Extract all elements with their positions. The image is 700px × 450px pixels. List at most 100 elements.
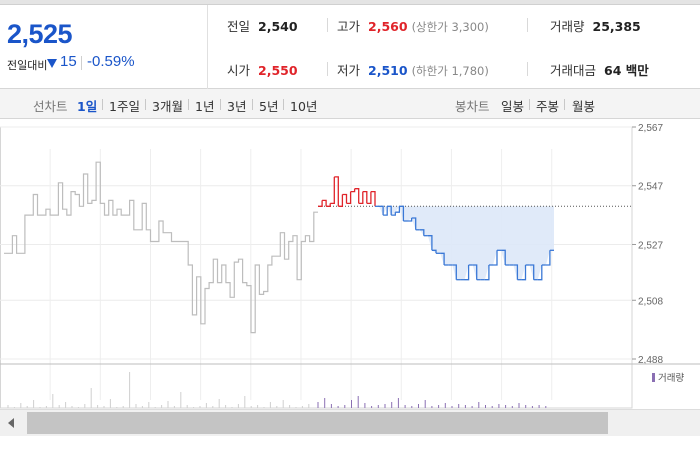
stat-open: 시가 2,550	[227, 60, 298, 79]
period-tab-10y[interactable]: 10년	[290, 99, 318, 114]
stat-value: 2,510	[368, 63, 408, 78]
today-line-segment	[529, 264, 535, 280]
change-value: 15	[60, 53, 77, 70]
scroll-left-arrow-icon[interactable]	[8, 418, 14, 428]
line-chart-label: 선차트	[33, 99, 68, 114]
today-line-segment	[322, 199, 327, 207]
today-line-segment	[419, 229, 425, 236]
stat-label: 시가	[227, 63, 251, 78]
today-line-segment	[362, 190, 368, 204]
period-tab-5y[interactable]: 5년	[259, 99, 279, 114]
candle-tab-weekly[interactable]: 주봉	[536, 99, 560, 114]
today-line-segment	[338, 194, 344, 207]
price-summary: 2,525 전일대비 15 -0.59% 전일 2,540 고가 2,560 (상한가…	[0, 5, 700, 89]
today-line-segment	[464, 265, 470, 281]
period-tab-1d[interactable]: 1일	[77, 99, 98, 114]
divider	[145, 99, 146, 110]
today-line-segment	[366, 191, 372, 205]
today-line-segment	[346, 191, 352, 205]
today-line-segment	[411, 217, 417, 230]
volume-legend-swatch	[652, 373, 655, 382]
today-line-segment	[395, 206, 401, 213]
period-tab-1y[interactable]: 1년	[195, 99, 215, 114]
today-line-segment	[334, 176, 339, 207]
today-line-segment	[370, 190, 376, 207]
stat-label: 거래량	[550, 19, 585, 34]
chart-scrollbar[interactable]	[0, 409, 700, 436]
today-line-segment	[318, 200, 323, 207]
period-tab-3y[interactable]: 3년	[227, 99, 247, 114]
stat-value: 2,540	[258, 19, 298, 34]
today-line-segment	[387, 205, 392, 216]
divider	[564, 99, 565, 110]
stat-value: 2,550	[258, 63, 298, 78]
top-border	[0, 0, 700, 5]
period-selector: 선차트 1일 1주일 3개월 1년 3년 5년 10년 봉차트 일봉 주봉 월봉	[0, 89, 700, 119]
today-line-segment	[407, 218, 413, 222]
chart-svg: 2,567 2,547 2,527 2,508 2,488 거래량	[0, 123, 700, 409]
today-line-segment	[391, 212, 396, 216]
divider	[527, 18, 528, 32]
today-line-segment	[521, 265, 527, 281]
today-line-segment	[342, 193, 348, 204]
stat-amount: 거래대금 64 백만	[550, 60, 649, 79]
today-line-segment	[399, 205, 405, 221]
today-line-segment	[326, 203, 331, 207]
divider	[188, 99, 189, 110]
divider	[283, 99, 284, 110]
price-chart: 2,567 2,547 2,527 2,508 2,488 거래량	[0, 119, 700, 450]
today-line-segment	[472, 264, 478, 280]
divider	[220, 99, 221, 110]
down-triangle-icon	[47, 59, 57, 68]
divider	[102, 99, 103, 110]
today-line-segment	[493, 250, 498, 266]
today-line-segment	[383, 206, 388, 216]
current-price: 2,525	[7, 19, 73, 49]
candle-chart-label: 봉차트	[455, 99, 490, 114]
current-price-box: 2,525 전일대비 15 -0.59%	[0, 5, 208, 89]
divider	[529, 99, 530, 110]
today-line-segment	[484, 265, 490, 281]
change-label: 전일대비	[7, 59, 48, 72]
y-tick-label: 2,527	[638, 240, 663, 251]
divider	[527, 62, 528, 76]
today-line-segment	[350, 188, 356, 193]
today-line-segment	[330, 176, 335, 205]
stat-sub: (하한가 1,780)	[411, 64, 489, 78]
previous-day-line	[4, 161, 318, 334]
period-tab-3m[interactable]: 3개월	[152, 99, 183, 114]
stat-high: 고가 2,560 (상한가 3,300)	[337, 16, 489, 35]
stat-value: 64 백만	[604, 63, 649, 78]
divider	[252, 99, 253, 110]
today-line-segment	[537, 265, 543, 281]
stat-low: 저가 2,510 (하한가 1,780)	[337, 60, 489, 79]
change-percent: -0.59%	[87, 53, 135, 70]
stat-value: 2,560	[368, 19, 408, 34]
candle-tab-daily[interactable]: 일봉	[501, 99, 525, 114]
period-tab-1w[interactable]: 1주일	[109, 99, 140, 114]
stat-prev-close: 전일 2,540	[227, 16, 298, 35]
divider	[81, 56, 82, 70]
volume-legend-label: 거래량	[658, 372, 684, 384]
today-line-segment	[545, 250, 551, 266]
y-tick-label: 2,547	[638, 182, 663, 193]
divider	[327, 62, 328, 76]
y-tick-label: 2,567	[638, 123, 663, 134]
stat-volume: 거래량 25,385	[550, 16, 641, 35]
stat-label: 전일	[227, 19, 251, 34]
today-line-segment	[452, 264, 457, 280]
y-tick-label: 2,508	[638, 296, 663, 307]
today-line-segment	[431, 249, 437, 254]
candle-tab-monthly[interactable]: 월봉	[572, 99, 596, 114]
divider	[327, 18, 328, 32]
stat-sub: (상한가 3,300)	[411, 20, 489, 34]
today-line-segment	[501, 249, 506, 265]
stat-label: 저가	[337, 63, 361, 78]
below-reference-fill	[318, 206, 554, 280]
stat-label: 고가	[337, 19, 361, 34]
today-line-segment	[427, 235, 433, 251]
stat-value: 25,385	[592, 19, 641, 34]
today-line-segment	[354, 188, 360, 204]
today-line-segment	[513, 264, 519, 280]
scroll-thumb[interactable]	[27, 412, 608, 434]
